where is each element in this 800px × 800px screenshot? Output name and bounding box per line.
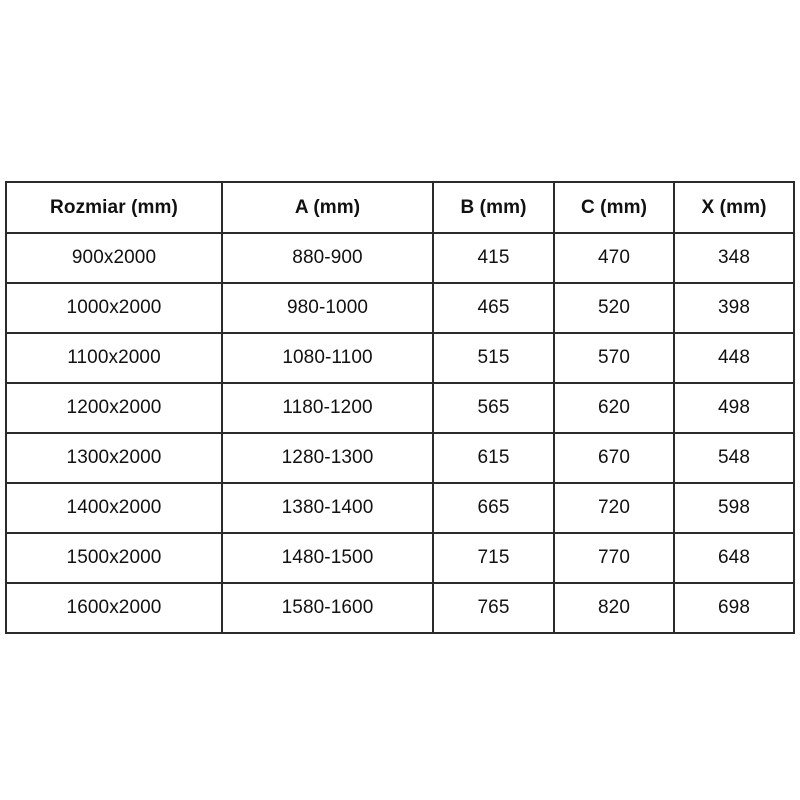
- cell-size: 1500x2000: [5, 532, 223, 584]
- cell-a: 1080-1100: [221, 332, 434, 384]
- cell-a: 880-900: [221, 232, 434, 284]
- column-header-a: A (mm): [221, 181, 434, 234]
- cell-b: 765: [432, 582, 555, 634]
- cell-b: 515: [432, 332, 555, 384]
- cell-b: 565: [432, 382, 555, 434]
- cell-a: 1580-1600: [221, 582, 434, 634]
- cell-c: 820: [553, 582, 675, 634]
- cell-b: 715: [432, 532, 555, 584]
- table-body: 900x2000 880-900 415 470 348 1000x2000 9…: [5, 232, 795, 634]
- cell-c: 720: [553, 482, 675, 534]
- cell-x: 548: [673, 432, 795, 484]
- cell-b: 665: [432, 482, 555, 534]
- cell-x: 448: [673, 332, 795, 384]
- cell-c: 670: [553, 432, 675, 484]
- cell-c: 570: [553, 332, 675, 384]
- cell-size: 1400x2000: [5, 482, 223, 534]
- column-header-b: B (mm): [432, 181, 555, 234]
- cell-x: 698: [673, 582, 795, 634]
- table-row: 1400x2000 1380-1400 665 720 598: [5, 482, 795, 534]
- cell-size: 1600x2000: [5, 582, 223, 634]
- cell-c: 520: [553, 282, 675, 334]
- cell-c: 470: [553, 232, 675, 284]
- cell-size: 1200x2000: [5, 382, 223, 434]
- spec-table-container: Rozmiar (mm) A (mm) B (mm) C (mm) X (mm)…: [5, 181, 795, 634]
- table-header: Rozmiar (mm) A (mm) B (mm) C (mm) X (mm): [5, 181, 795, 234]
- table-row: 1500x2000 1480-1500 715 770 648: [5, 532, 795, 584]
- cell-b: 415: [432, 232, 555, 284]
- cell-x: 498: [673, 382, 795, 434]
- table-row: 1300x2000 1280-1300 615 670 548: [5, 432, 795, 484]
- cell-size: 1100x2000: [5, 332, 223, 384]
- cell-b: 465: [432, 282, 555, 334]
- table-header-row: Rozmiar (mm) A (mm) B (mm) C (mm) X (mm): [5, 181, 795, 234]
- cell-size: 1000x2000: [5, 282, 223, 334]
- cell-a: 1280-1300: [221, 432, 434, 484]
- cell-a: 1380-1400: [221, 482, 434, 534]
- cell-a: 980-1000: [221, 282, 434, 334]
- cell-x: 598: [673, 482, 795, 534]
- table-row: 1100x2000 1080-1100 515 570 448: [5, 332, 795, 384]
- cell-b: 615: [432, 432, 555, 484]
- dimension-spec-table: Rozmiar (mm) A (mm) B (mm) C (mm) X (mm)…: [5, 181, 795, 634]
- cell-a: 1180-1200: [221, 382, 434, 434]
- column-header-c: C (mm): [553, 181, 675, 234]
- table-row: 900x2000 880-900 415 470 348: [5, 232, 795, 284]
- table-row: 1000x2000 980-1000 465 520 398: [5, 282, 795, 334]
- table-row: 1600x2000 1580-1600 765 820 698: [5, 582, 795, 634]
- table-row: 1200x2000 1180-1200 565 620 498: [5, 382, 795, 434]
- cell-c: 620: [553, 382, 675, 434]
- cell-x: 648: [673, 532, 795, 584]
- cell-x: 398: [673, 282, 795, 334]
- cell-a: 1480-1500: [221, 532, 434, 584]
- cell-size: 900x2000: [5, 232, 223, 284]
- cell-c: 770: [553, 532, 675, 584]
- column-header-x: X (mm): [673, 181, 795, 234]
- cell-size: 1300x2000: [5, 432, 223, 484]
- cell-x: 348: [673, 232, 795, 284]
- column-header-size: Rozmiar (mm): [5, 181, 223, 234]
